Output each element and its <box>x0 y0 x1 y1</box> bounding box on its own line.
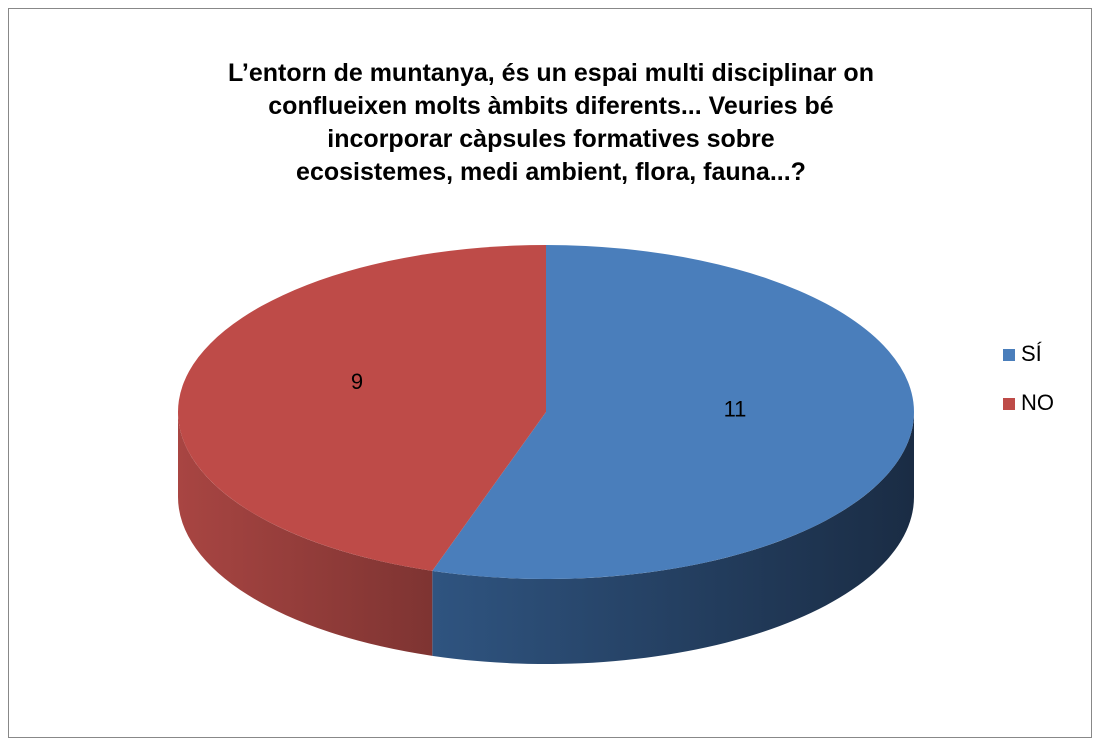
data-label: 9 <box>351 369 363 394</box>
legend-label: NO <box>1021 390 1054 415</box>
chart-title: L’entorn de muntanya, és un espai multi … <box>228 59 874 186</box>
pie-side <box>177 412 433 656</box>
legend-label: SÍ <box>1021 341 1043 366</box>
legend-swatch <box>1003 349 1015 361</box>
legend-swatch <box>1003 398 1015 410</box>
pie-slice <box>432 245 915 579</box>
pie-slice <box>178 245 546 571</box>
data-label: 11 <box>724 396 747 421</box>
pie-side <box>432 412 914 664</box>
